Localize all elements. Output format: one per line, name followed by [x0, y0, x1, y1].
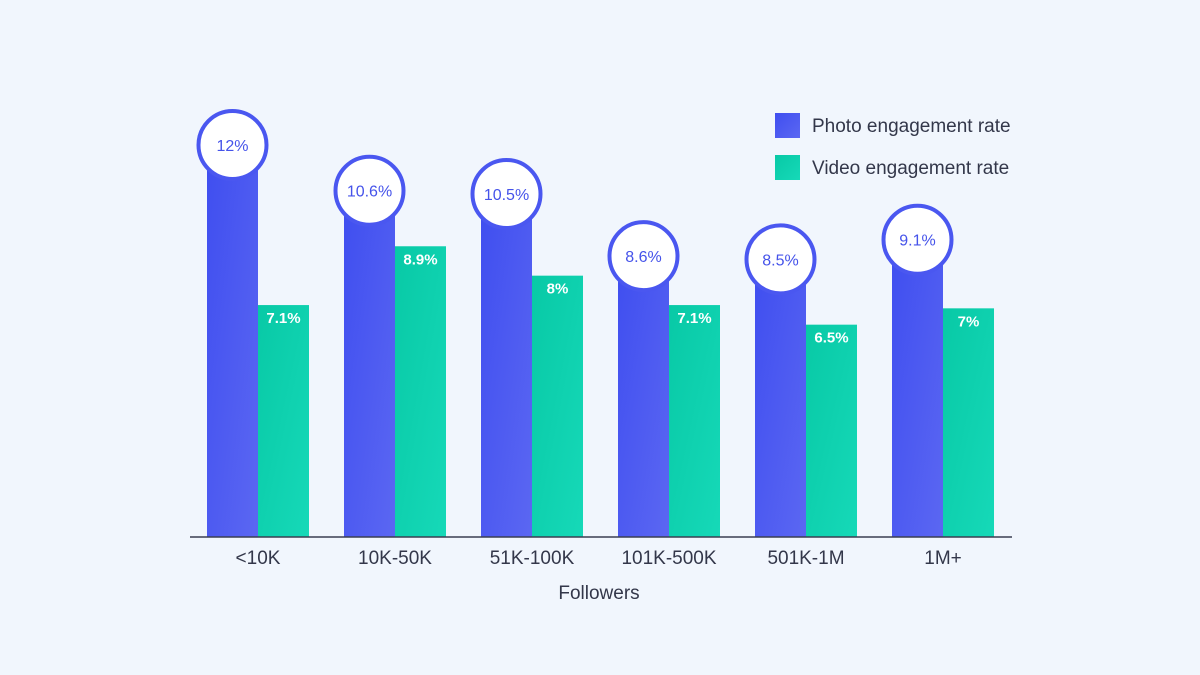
- x-tick-10k-50k: 10K-50K: [358, 548, 432, 569]
- data-labels-group: 12% 7.1% 10.6% 8.9% 10.5% 8% 8.6% 7.1% 8.5% 6.5% 9…: [196, 109, 980, 347]
- photo-value-label-101k-500k: 8.6%: [625, 249, 661, 266]
- photo-value-bubble-10k-50k: [333, 154, 406, 227]
- photo-value-label-10k-50k: 10.6%: [347, 184, 392, 201]
- legend: Photo engagement rate Video engagement r…: [775, 113, 1011, 180]
- photo-value-label-51k-100k: 10.5%: [484, 187, 529, 204]
- legend-swatch-video: [775, 155, 800, 180]
- photo-value-label-1m: 9.1%: [899, 233, 935, 250]
- x-tick-501k-1m: 501K-1M: [767, 548, 844, 569]
- legend-swatch-photo: [775, 113, 800, 138]
- bar-photo-51k-100k: [481, 194, 532, 537]
- legend-label-video: Video engagement rate: [812, 158, 1009, 179]
- photo-value-label-501k-1m: 8.5%: [762, 252, 798, 269]
- video-value-label-10k: 7.1%: [266, 310, 300, 327]
- x-tick-51k-100k: 51K-100K: [490, 548, 575, 569]
- bar-photo-10k: [207, 145, 258, 537]
- photo-value-bubble-501k-1m: [744, 223, 817, 296]
- photo-value-label-10k: 12%: [216, 138, 248, 155]
- bar-photo-10k-50k: [344, 190, 395, 537]
- x-axis-title: Followers: [558, 583, 639, 604]
- bar-video-10k-50k: [395, 246, 446, 537]
- bar-photo-1m: [892, 239, 943, 537]
- video-value-label-501k-1m: 6.5%: [814, 330, 848, 347]
- photo-value-bubble-1m: [881, 203, 954, 276]
- bar-photo-101k-500k: [618, 256, 669, 537]
- legend-label-photo: Photo engagement rate: [812, 116, 1011, 137]
- x-tick-labels: <10K 10K-50K 51K-100K 101K-500K 501K-1M 1M+: [236, 548, 962, 569]
- bar-video-1m: [943, 308, 994, 537]
- photo-value-bubble-10k: [196, 109, 269, 181]
- photo-value-bubble-51k-100k: [470, 158, 543, 230]
- video-value-label-10k-50k: 8.9%: [403, 251, 437, 268]
- bar-video-501k-1m: [806, 324, 857, 537]
- x-tick-101k-500k: 101K-500K: [621, 548, 716, 569]
- bar-video-10k: [258, 305, 309, 537]
- bar-video-51k-100k: [532, 275, 583, 537]
- bars-group: [207, 145, 994, 537]
- video-value-label-1m: 7%: [958, 313, 980, 330]
- x-tick-10k: <10K: [236, 548, 281, 569]
- video-value-label-51k-100k: 8%: [547, 281, 569, 298]
- photo-value-bubble-101k-500k: [607, 220, 680, 293]
- bar-video-101k-500k: [669, 305, 720, 537]
- x-tick-1m: 1M+: [924, 548, 962, 569]
- bar-photo-501k-1m: [755, 259, 806, 537]
- video-value-label-101k-500k: 7.1%: [677, 310, 711, 327]
